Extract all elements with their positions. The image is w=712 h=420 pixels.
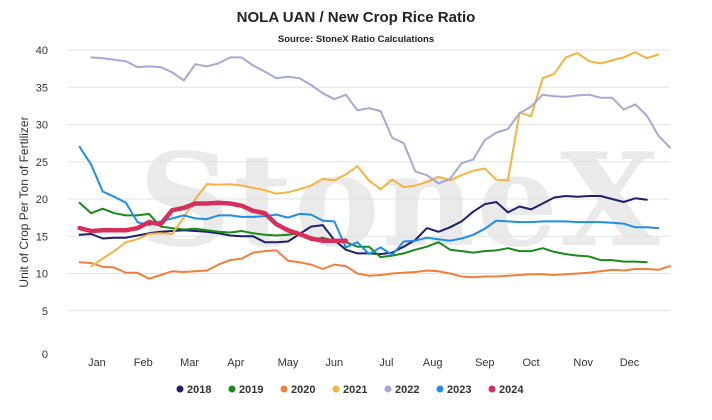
x-tick-label: Jul [379,357,393,369]
legend-label: 2022 [395,384,419,396]
x-tick-label: Jan [88,357,106,369]
series-line-2019 [78,201,648,264]
legend-marker [436,385,444,393]
x-tick-label: Feb [134,357,153,369]
legend-marker [280,385,288,393]
x-tick-label: Apr [227,357,244,369]
legend-item-2018[interactable]: 2018 [176,384,212,396]
x-tick-label: Dec [620,357,640,369]
legend-label: 2018 [187,384,211,396]
x-tick-label: Nov [573,357,593,369]
y-tick-label: 10 [36,269,48,281]
x-tick-label: Aug [423,357,443,369]
legend-item-2020[interactable]: 2020 [280,384,316,396]
series-line-2021 [90,51,660,268]
y-axis-label: Unit of Crop Per Ton of Fertilizer [17,116,31,287]
x-tick-label: Sep [475,357,495,369]
legend-marker [384,385,392,393]
x-tick-label: May [278,357,299,369]
legend-label: 2019 [239,384,263,396]
legend-label: 2024 [499,384,524,396]
series-line-2024 [77,200,349,243]
legend-label: 2023 [447,384,471,396]
chart-title: NOLA UAN / New Crop Rice Ratio [237,9,476,26]
y-axis-ticks: 0 5 10 15 20 25 30 35 40 [36,45,48,361]
y-tick-label: 30 [36,120,48,132]
y-tick-label: 15 [36,231,48,243]
legend-marker [176,385,184,393]
x-tick-label: Jun [325,357,343,369]
y-tick-label: 35 [36,82,48,94]
legend-label: 2020 [291,384,315,396]
series-lines [77,51,671,280]
y-tick-label: 40 [36,45,48,57]
legend-item-2022[interactable]: 2022 [384,384,420,396]
legend-item-2021[interactable]: 2021 [332,384,368,396]
x-tick-label: Mar [180,357,199,369]
chart-subtitle: Source: StoneX Ratio Calculations [278,34,434,45]
legend-marker [228,385,236,393]
x-tick-label: Oct [523,357,540,369]
legend-item-2023[interactable]: 2023 [436,384,472,396]
y-tick-label: 25 [36,157,48,169]
x-axis-ticks: Jan Feb Mar Apr May Jun Jul Aug Sep Oct Nov Dec [88,357,640,369]
y-tick-label: 20 [36,194,48,206]
legend-marker [332,385,340,393]
y-tick-label: 5 [42,306,48,318]
y-tick-label: 0 [42,349,48,361]
series-line-2022 [90,56,671,185]
legend[interactable]: 2018 2019 2020 2021 2022 2023 2024 [176,384,525,396]
series-line-2020 [78,249,671,280]
legend-item-2024[interactable]: 2024 [488,384,525,396]
legend-label: 2021 [343,384,367,396]
series-line-2023 [78,145,660,256]
legend-item-2019[interactable]: 2019 [228,384,264,396]
legend-marker [488,385,496,393]
